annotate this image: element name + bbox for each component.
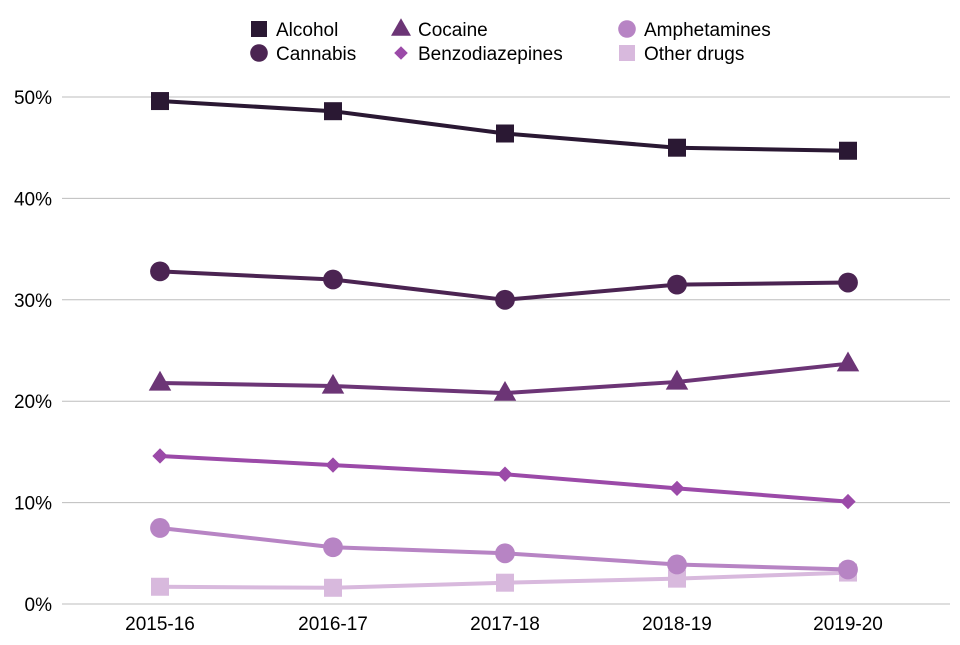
data-point [152, 448, 168, 464]
data-point [665, 369, 689, 390]
data-point [669, 480, 685, 497]
data-point [667, 554, 687, 575]
legend-square-icon [619, 45, 635, 61]
legend-label: Alcohol [276, 20, 338, 41]
legend-item: Benzodiazepines [394, 44, 563, 65]
series-amphetamines [150, 518, 858, 580]
data-point [493, 380, 517, 401]
x-tick-label: 2016-17 [298, 614, 368, 635]
y-tick-label: 20% [14, 392, 52, 413]
data-point [324, 578, 342, 597]
data-point [667, 274, 687, 295]
data-point [495, 543, 515, 564]
legend-label: Other drugs [644, 44, 744, 65]
data-point [325, 457, 341, 473]
legend-circle-icon [618, 20, 636, 38]
data-point [497, 466, 513, 482]
data-point [150, 261, 170, 282]
data-point [321, 373, 345, 394]
data-point [151, 577, 169, 596]
x-tick-label: 2017-18 [470, 614, 540, 635]
series-cocaine [148, 351, 860, 401]
x-tick-label: 2019-20 [813, 614, 883, 635]
data-point [148, 370, 172, 391]
series-cannabis [150, 261, 858, 310]
legend: Alcohol Cannabis Cocaine Benzodiazepines Amp… [250, 18, 771, 65]
x-tick-label: 2018-19 [642, 614, 712, 635]
data-point [836, 351, 860, 372]
x-tick-label: 2015-16 [125, 614, 195, 635]
legend-item: Alcohol [251, 20, 338, 41]
series-group [148, 92, 860, 597]
legend-label: Benzodiazepines [418, 44, 563, 65]
legend-item: Cocaine [391, 18, 488, 41]
data-point [495, 289, 515, 310]
legend-item: Amphetamines [618, 20, 771, 41]
legend-diamond-icon [394, 46, 408, 60]
data-point [150, 518, 170, 538]
data-point [496, 124, 514, 143]
x-axis-ticks: 2015-16 2016-17 2017-18 2018-19 2019-20 [125, 614, 883, 635]
data-point [840, 493, 856, 510]
legend-label: Cannabis [276, 44, 356, 65]
data-point [151, 92, 169, 111]
y-tick-label: 0% [25, 595, 53, 616]
data-point [668, 569, 686, 588]
y-tick-label: 30% [14, 291, 52, 312]
legend-label: Amphetamines [644, 20, 771, 41]
legend-square-icon [251, 21, 267, 37]
legend-circle-icon [250, 44, 268, 62]
y-tick-label: 40% [14, 189, 52, 210]
legend-label: Cocaine [418, 20, 488, 41]
data-point [496, 573, 514, 592]
gridlines [62, 96, 950, 605]
data-point [839, 141, 857, 160]
data-point [323, 269, 343, 290]
data-point [323, 537, 343, 558]
data-point [838, 559, 858, 580]
data-point [324, 102, 342, 121]
legend-item: Cannabis [250, 44, 356, 65]
y-tick-label: 10% [14, 494, 52, 515]
series-alcohol [151, 92, 857, 160]
data-point [668, 138, 686, 157]
y-axis-ticks: 0% 10% 20% 30% 40% 50% [14, 88, 52, 616]
data-point [838, 272, 858, 293]
y-tick-label: 50% [14, 88, 52, 109]
legend-item: Other drugs [619, 44, 744, 65]
legend-triangle-icon [391, 18, 411, 36]
series-benzodiazepines [152, 448, 856, 510]
